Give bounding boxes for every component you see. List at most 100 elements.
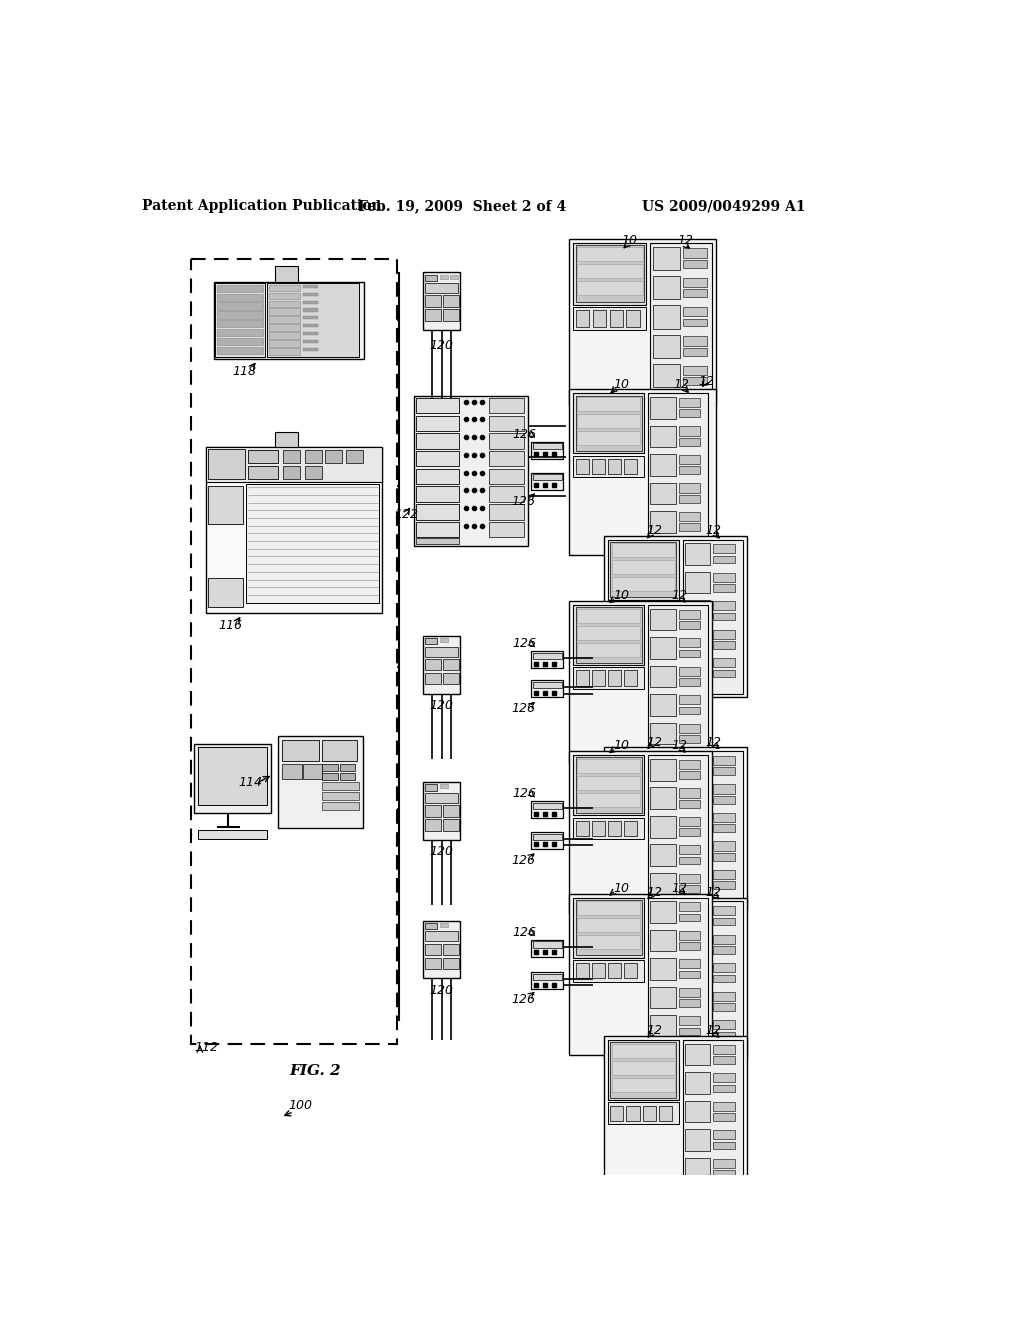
Bar — [679, 874, 700, 883]
Bar — [714, 784, 735, 793]
Bar — [425, 309, 441, 321]
Bar — [679, 735, 700, 743]
Bar — [650, 483, 676, 504]
Bar — [531, 651, 563, 668]
Bar — [198, 747, 267, 805]
Bar — [714, 796, 735, 804]
Bar — [650, 397, 676, 418]
Bar — [714, 991, 735, 1001]
Bar — [714, 630, 735, 639]
Text: 12: 12 — [673, 378, 689, 391]
Bar — [679, 483, 700, 492]
Bar — [714, 1056, 735, 1064]
Bar — [425, 659, 441, 671]
Bar — [685, 1072, 711, 1094]
Bar — [303, 348, 318, 351]
Bar — [685, 657, 711, 678]
Bar — [679, 638, 700, 647]
Bar — [217, 321, 263, 327]
Text: 126: 126 — [511, 495, 536, 508]
Text: 12: 12 — [646, 735, 663, 748]
Bar — [608, 459, 621, 474]
Bar — [416, 539, 459, 544]
Bar — [679, 845, 700, 854]
Bar — [303, 293, 318, 296]
Bar — [532, 974, 562, 979]
Bar — [714, 1032, 735, 1039]
Bar — [532, 834, 562, 840]
Bar — [206, 447, 382, 482]
Bar — [425, 818, 441, 830]
Bar — [575, 900, 642, 956]
Bar — [578, 430, 640, 445]
Bar — [425, 805, 441, 817]
Bar — [269, 309, 300, 315]
Bar — [217, 312, 263, 318]
Bar — [648, 393, 708, 548]
Bar — [443, 659, 459, 671]
Bar — [714, 612, 735, 620]
Text: 126: 126 — [511, 993, 536, 1006]
Bar — [604, 898, 746, 1059]
Bar — [578, 281, 643, 294]
Bar — [416, 469, 459, 484]
Bar — [423, 781, 460, 840]
Bar — [679, 987, 700, 997]
Bar — [323, 792, 359, 800]
Bar — [283, 450, 300, 463]
Bar — [714, 1142, 735, 1150]
Bar — [679, 760, 700, 770]
Bar — [610, 754, 677, 809]
Bar — [217, 338, 263, 345]
Bar — [650, 723, 676, 744]
Bar — [611, 923, 675, 936]
Text: 126: 126 — [511, 854, 536, 867]
Bar — [443, 805, 459, 817]
Circle shape — [360, 327, 368, 335]
Text: 10: 10 — [613, 378, 630, 391]
Bar — [425, 932, 458, 941]
Bar — [611, 940, 675, 953]
Bar — [650, 243, 712, 401]
Bar — [679, 455, 700, 465]
Bar — [650, 788, 676, 809]
Bar — [650, 929, 676, 952]
Bar — [303, 301, 318, 304]
Bar — [683, 751, 742, 906]
Bar — [683, 308, 707, 317]
Bar — [575, 459, 589, 474]
Bar — [532, 941, 562, 948]
Bar — [489, 397, 524, 413]
Bar — [208, 578, 243, 607]
Bar — [658, 817, 672, 832]
Bar — [414, 396, 528, 545]
Bar — [625, 964, 637, 978]
Bar — [610, 1106, 624, 1121]
Bar — [714, 974, 735, 982]
Bar — [683, 1040, 742, 1195]
Bar — [489, 487, 524, 502]
Bar — [714, 767, 735, 775]
Bar — [683, 902, 742, 1056]
Bar — [489, 416, 524, 430]
Bar — [679, 524, 700, 531]
Bar — [198, 830, 267, 840]
Bar — [267, 284, 359, 358]
Bar — [714, 935, 735, 944]
Bar — [569, 751, 712, 913]
Bar — [714, 669, 735, 677]
Bar — [714, 853, 735, 861]
Bar — [683, 277, 707, 286]
Bar — [575, 246, 644, 302]
Bar — [685, 841, 711, 862]
Bar — [658, 1106, 672, 1121]
Text: 12: 12 — [706, 735, 722, 748]
Text: 12: 12 — [646, 886, 663, 899]
Bar — [679, 495, 700, 503]
Bar — [190, 259, 397, 1044]
Bar — [440, 784, 447, 788]
Bar — [425, 638, 437, 644]
Bar — [685, 933, 711, 956]
Bar — [275, 267, 298, 281]
Bar — [416, 504, 459, 520]
